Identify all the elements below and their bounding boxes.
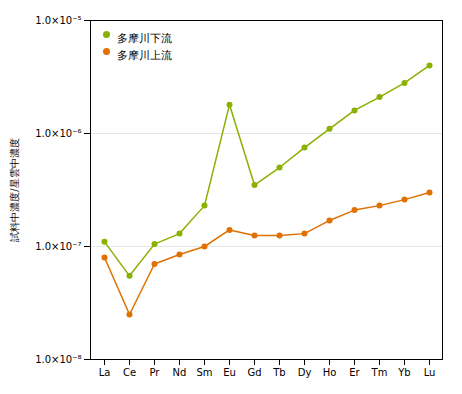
svg-text:Ho: Ho [323,367,337,378]
svg-text:Pr: Pr [150,367,161,378]
svg-text:1.0×10⁻⁷: 1.0×10⁻⁷ [35,241,81,252]
svg-text:1.0×10⁻⁶: 1.0×10⁻⁶ [35,128,81,139]
svg-text:Dy: Dy [298,367,312,378]
svg-text:試料中濃度/星雲中濃度: 試料中濃度/星雲中濃度 [9,138,20,241]
svg-text:Eu: Eu [223,367,236,378]
svg-text:Er: Er [349,367,360,378]
svg-text:多摩川下流: 多摩川下流 [117,32,172,45]
svg-text:Tb: Tb [272,367,285,378]
svg-text:Tm: Tm [371,367,388,378]
svg-text:1.0×10⁻⁸: 1.0×10⁻⁸ [35,354,81,365]
svg-text:Sm: Sm [196,367,212,378]
svg-text:Ce: Ce [123,367,136,378]
svg-text:Gd: Gd [247,367,261,378]
svg-text:多摩川上流: 多摩川上流 [117,49,172,62]
svg-text:Lu: Lu [424,367,436,378]
svg-text:Nd: Nd [173,367,187,378]
svg-text:1.0×10⁻⁵: 1.0×10⁻⁵ [35,15,81,26]
svg-text:Yb: Yb [397,367,410,378]
svg-text:La: La [99,367,111,378]
